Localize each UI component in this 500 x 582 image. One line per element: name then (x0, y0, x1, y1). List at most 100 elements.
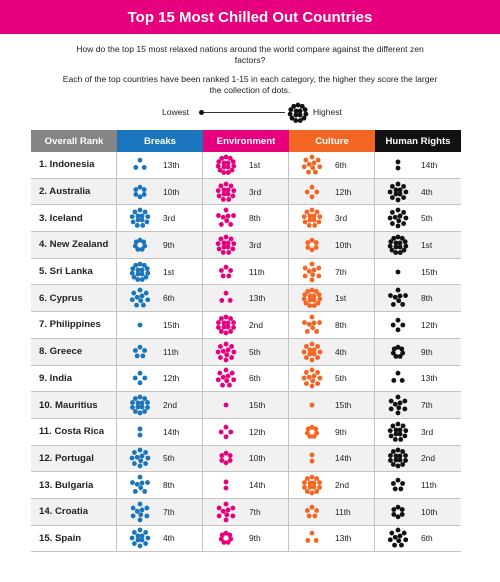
breaks-rank: 5th (163, 453, 175, 464)
culture-cell: 6th (289, 152, 375, 178)
environment-rank: 13th (249, 293, 266, 304)
table-row: 2. Australia 10th 3rd 12th 4th (31, 178, 461, 206)
breaks-rank: 13th (163, 159, 180, 170)
country-name: 10. Mauritius (31, 392, 117, 418)
culture-rank: 2nd (335, 480, 349, 491)
table-row: 6. Cyprus 6th 13th 1st 8th (31, 285, 461, 313)
table-row: 5. Sri Lanka 1st 11th 7th 15th (31, 258, 461, 286)
table-row: 1. Indonesia 13th 1st 6th 14th (31, 152, 461, 179)
environment-dot-cluster-icon (203, 312, 249, 338)
breaks-cell: 15th (117, 312, 203, 338)
environment-cell: 13th (203, 285, 289, 312)
breaks-dot-cluster-icon (117, 285, 163, 311)
scale-legend: Lowest Highest (0, 102, 500, 124)
breaks-cell: 1st (117, 258, 203, 285)
environment-dot-cluster-icon (203, 339, 249, 365)
breaks-rank: 15th (163, 319, 180, 330)
human-rights-dot-cluster-icon (375, 205, 421, 231)
culture-rank: 6th (335, 159, 347, 170)
breaks-rank: 4th (163, 533, 175, 544)
culture-dot-cluster-icon (289, 179, 335, 205)
environment-dot-cluster-icon (203, 365, 249, 391)
human-rights-rank: 15th (421, 266, 438, 277)
breaks-dot-cluster-icon (117, 312, 163, 338)
country-name: 3. Iceland (31, 205, 117, 232)
table-row: 11. Costa Rica 14th 12th 9th 3rd (31, 418, 461, 446)
country-name: 14. Croatia (31, 498, 117, 525)
breaks-rank: 10th (163, 186, 180, 197)
breaks-rank: 3rd (163, 213, 176, 224)
breaks-dot-cluster-icon (117, 339, 163, 365)
human-rights-rank: 11th (421, 480, 437, 491)
human-rights-dot-cluster-icon (375, 499, 421, 525)
table-row: 3. Iceland 3rd 8th 3rd 5th (31, 205, 461, 233)
table-row: 12. Portugal 5th 10th 14th 2nd (31, 445, 461, 473)
culture-dot-cluster-icon (289, 339, 335, 365)
scale-low-dot-icon (199, 110, 204, 115)
environment-cell: 2nd (203, 312, 289, 338)
culture-dot-cluster-icon (289, 419, 335, 445)
environment-dot-cluster-icon (203, 259, 249, 285)
environment-cell: 12th (203, 418, 289, 445)
human-rights-rank: 9th (421, 346, 433, 357)
breaks-cell: 7th (117, 498, 203, 525)
breaks-cell: 6th (117, 285, 203, 312)
header-culture: Culture (289, 130, 375, 152)
breaks-cell: 4th (117, 525, 203, 552)
human-rights-dot-cluster-icon (375, 445, 421, 471)
table-row: 4. New Zealand 9th 3rd 10th 1st (31, 232, 461, 259)
breaks-cell: 12th (117, 365, 203, 392)
header-breaks: Breaks (117, 130, 203, 152)
country-name: 8. Greece (31, 338, 117, 365)
culture-rank: 4th (335, 346, 347, 357)
human-rights-cell: 2nd (375, 446, 461, 472)
environment-cell: 1st (203, 152, 289, 178)
human-rights-rank: 13th (421, 373, 438, 384)
human-rights-cell: 12th (375, 312, 461, 338)
breaks-dot-cluster-icon (117, 472, 163, 498)
breaks-dot-cluster-icon (117, 499, 163, 525)
culture-cell: 10th (289, 232, 375, 258)
country-name: 7. Philippines (31, 312, 117, 338)
culture-rank: 7th (335, 266, 347, 277)
breaks-rank: 14th (163, 426, 180, 437)
environment-cell: 3rd (203, 232, 289, 258)
culture-cell: 5th (289, 365, 375, 392)
culture-rank: 12th (335, 186, 352, 197)
culture-rank: 11th (335, 506, 351, 517)
human-rights-cell: 9th (375, 339, 461, 365)
human-rights-rank: 8th (421, 293, 433, 304)
human-rights-dot-cluster-icon (375, 285, 421, 311)
culture-rank: 13th (335, 533, 352, 544)
country-name: 9. India (31, 365, 117, 392)
breaks-dot-cluster-icon (117, 179, 163, 205)
culture-cell: 9th (289, 418, 375, 445)
breaks-rank: 2nd (163, 400, 177, 411)
environment-dot-cluster-icon (203, 499, 249, 525)
human-rights-cell: 3rd (375, 419, 461, 445)
scale-high-label: Highest (313, 107, 342, 117)
country-name: 1. Indonesia (31, 152, 117, 178)
breaks-dot-cluster-icon (117, 259, 163, 285)
country-name: 11. Costa Rica (31, 418, 117, 445)
culture-cell: 3rd (289, 205, 375, 232)
environment-dot-cluster-icon (203, 419, 249, 445)
environment-cell: 15th (203, 392, 289, 418)
human-rights-cell: 1st (375, 232, 461, 258)
human-rights-rank: 12th (421, 319, 438, 330)
culture-dot-cluster-icon (289, 499, 335, 525)
human-rights-dot-cluster-icon (375, 312, 421, 338)
human-rights-dot-cluster-icon (375, 472, 421, 498)
human-rights-rank: 14th (421, 159, 438, 170)
environment-dot-cluster-icon (203, 445, 249, 471)
environment-rank: 9th (249, 533, 261, 544)
culture-dot-cluster-icon (289, 392, 335, 418)
environment-dot-cluster-icon (203, 232, 249, 258)
country-name: 4. New Zealand (31, 232, 117, 258)
culture-rank: 8th (335, 319, 347, 330)
breaks-cell: 14th (117, 418, 203, 445)
breaks-cell: 8th (117, 472, 203, 498)
environment-rank: 10th (249, 453, 266, 464)
environment-dot-cluster-icon (203, 179, 249, 205)
breaks-dot-cluster-icon (117, 525, 163, 551)
